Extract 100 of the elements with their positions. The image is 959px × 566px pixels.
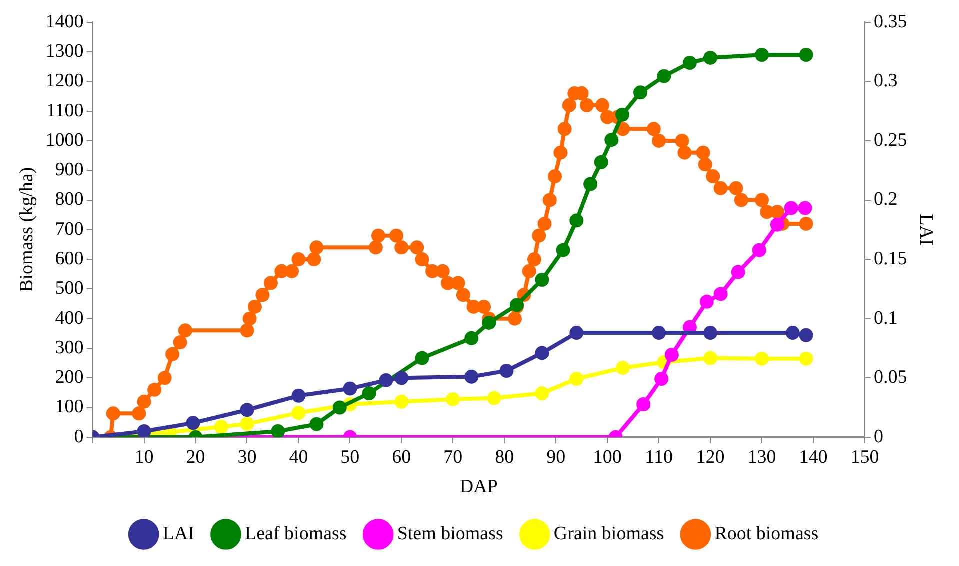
point [415,351,430,366]
y2-tick-label: 0.35 [874,11,908,32]
y2-tick-label: 0 [874,426,884,448]
y-tick-label: 700 [55,218,84,240]
point [700,294,714,309]
x-tick-label: 110 [645,446,673,468]
point [379,373,394,388]
point [731,265,746,280]
point [343,382,358,396]
point [799,48,814,62]
point [292,388,306,403]
y2-tick-label: 0.05 [874,367,908,388]
point [604,133,619,148]
point [786,326,800,340]
x-tick-label: 50 [340,446,360,468]
point [652,326,666,340]
x-tick-label: 70 [444,446,463,468]
y-axis-title: Biomass (kg/ha) [16,167,38,292]
y2-tick-label: 0.1 [874,308,898,329]
point [535,272,550,287]
point [570,372,584,386]
point [137,424,152,438]
point [784,201,798,216]
y-tick-label: 400 [55,308,84,329]
x-tick-label: 10 [134,446,154,468]
x-tick-label: 130 [748,446,776,468]
point [535,386,550,401]
point [770,218,784,232]
point [570,214,584,228]
y-tick-label: 1200 [46,70,84,92]
x-tick-label: 40 [289,446,308,468]
y-tick-label: 500 [55,278,84,300]
y-tick-label: 1300 [46,41,84,62]
point [240,403,254,418]
point [556,243,570,258]
point [654,372,669,386]
y-tick-label: 900 [55,160,84,181]
legend-label: LAI [162,523,194,544]
point [754,48,769,62]
point [657,69,672,84]
point [292,406,306,420]
x-tick-label: 20 [186,446,206,468]
point [570,326,584,340]
legend-label: Stem biomass [397,523,504,544]
point [500,364,514,378]
legend-label: Leaf biomass [244,523,347,544]
point [799,352,814,366]
point [332,400,347,415]
point [464,370,479,384]
x-tick-label: 90 [546,446,566,468]
y-tick-label: 1000 [46,130,84,151]
y2-tick-label: 0.3 [874,70,898,92]
point [752,243,766,258]
point [634,86,648,100]
y2-tick-label: 0.15 [874,248,908,270]
x-tick-label: 30 [238,446,257,468]
point [446,392,460,406]
point [394,394,409,409]
point [240,417,254,432]
point [482,316,496,330]
point [615,108,630,122]
point [704,50,718,65]
legend-label: Root biomass [714,523,819,544]
y-tick-label: 100 [55,396,84,418]
point [271,424,286,438]
y2-tick-label: 0.2 [874,189,898,210]
y-tick-label: 0 [74,426,84,448]
point [394,371,409,386]
point [214,420,228,434]
y-tick-label: 600 [55,248,84,270]
point [362,386,376,401]
point [584,177,598,192]
point [682,56,697,70]
x-tick-label: 60 [392,446,412,468]
legend-label: Grain biomass [554,523,664,544]
y-tick-label: 800 [55,189,84,210]
point [464,331,479,346]
y-tick-label: 1400 [46,11,84,32]
point [616,361,630,376]
point [664,348,679,362]
point [704,326,718,340]
point [186,416,200,430]
x-tick-label: 150 [850,446,880,468]
y2-axis-title: LAI [916,214,937,246]
x-tick-label: 80 [495,446,514,468]
point [487,391,502,406]
x-tick-label: 140 [799,446,828,468]
x-tick-label: 120 [696,446,725,468]
point [636,397,651,412]
point [714,287,728,302]
point [754,352,769,366]
y-tick-label: 200 [55,367,84,388]
point [798,201,812,216]
point [310,417,324,432]
x-axis-title: DAP [460,476,498,498]
y-tick-label: 300 [55,337,84,358]
y2-tick-label: 0.25 [874,130,908,151]
x-tick-label: 100 [593,446,622,468]
point [799,328,814,342]
y-tick-label: 1100 [46,100,84,122]
